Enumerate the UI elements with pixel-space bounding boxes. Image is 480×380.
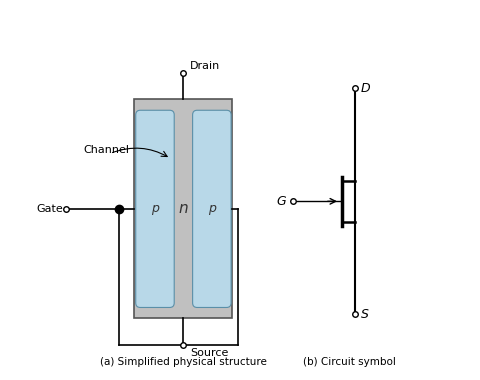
Text: p: p — [208, 203, 216, 215]
Text: (b) Circuit symbol: (b) Circuit symbol — [303, 357, 396, 367]
Text: n: n — [179, 201, 188, 216]
Text: D: D — [360, 82, 371, 95]
Text: (a) Simplified physical structure: (a) Simplified physical structure — [100, 357, 267, 367]
Text: Drain: Drain — [190, 61, 220, 71]
Text: p: p — [151, 203, 159, 215]
Text: Gate: Gate — [36, 204, 63, 214]
Text: Channel: Channel — [84, 145, 130, 155]
Text: S: S — [360, 308, 369, 321]
Text: G: G — [276, 195, 286, 208]
FancyBboxPatch shape — [192, 110, 231, 307]
FancyBboxPatch shape — [136, 110, 174, 307]
Text: Source: Source — [190, 348, 228, 358]
Bar — [134, 100, 232, 318]
